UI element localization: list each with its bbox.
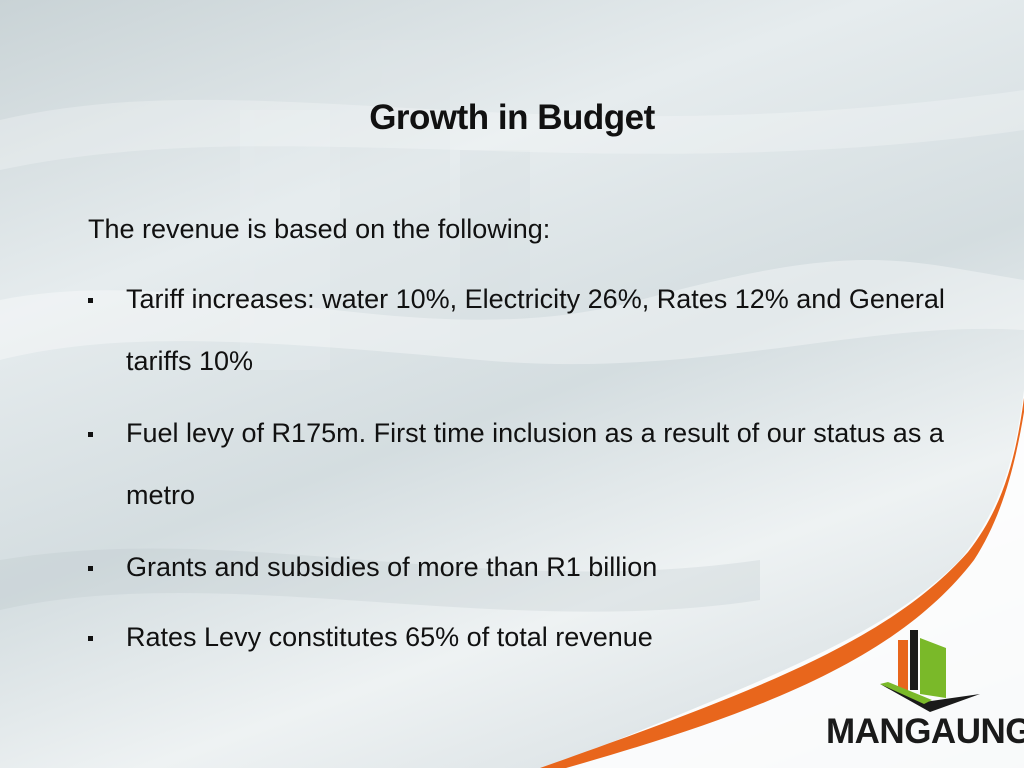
bullet-text: Fuel levy of R175m. First time inclusion… [126,418,944,510]
mangaung-logo-icon [880,630,980,712]
logo-wordmark: MANGAUNG [826,712,1024,751]
bullet-square-icon [88,566,93,571]
bullet-text: Rates Levy constitutes 65% of total reve… [126,622,653,652]
slide-title: Growth in Budget [369,98,655,137]
bullet-text: Grants and subsidies of more than R1 bil… [126,552,658,582]
orange-swoosh [540,398,1024,768]
intro-text: The revenue is based on the following: [88,214,551,244]
bullet-square-icon [88,298,93,303]
bullet-square-icon [88,432,93,437]
bullet-square-icon [88,636,93,641]
bullet-text: Tariff increases: water 10%, Electricity… [126,284,945,376]
